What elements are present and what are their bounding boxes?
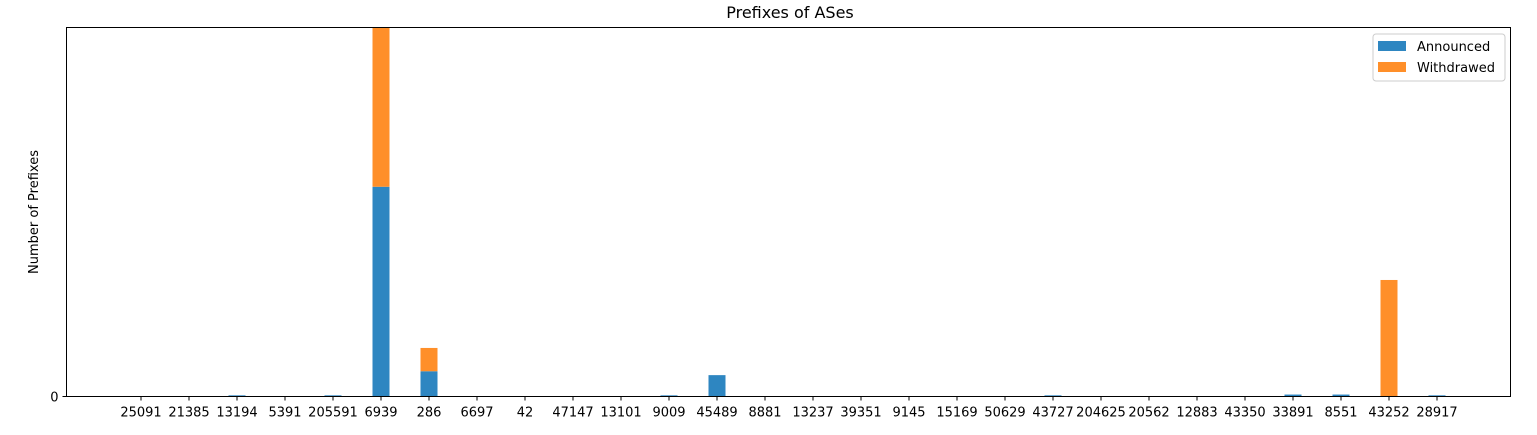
x-tick-label: 33891 xyxy=(1272,406,1313,421)
y-tick-label: 0 xyxy=(50,391,58,406)
bar-announced-13194 xyxy=(228,395,246,397)
y-axis-label: Number of Prefixes xyxy=(27,150,42,274)
plot-frame xyxy=(66,27,1511,397)
x-tick-label: 15169 xyxy=(936,406,977,421)
x-tick-label: 47147 xyxy=(552,406,593,421)
x-tick-label: 9009 xyxy=(652,406,685,421)
bar-announced-6939 xyxy=(372,186,390,397)
x-tick-label: 21385 xyxy=(168,406,209,421)
bar-announced-43727 xyxy=(1044,395,1062,397)
bar-withdrawed-43252 xyxy=(1380,279,1398,397)
x-tick-label: 8551 xyxy=(1324,406,1357,421)
x-tick-label: 204625 xyxy=(1076,406,1126,421)
x-tick-label: 13194 xyxy=(216,406,257,421)
chart-title: Prefixes of ASes xyxy=(726,3,854,22)
x-tick-label: 42 xyxy=(517,406,534,421)
x-axis-ticks: 25091 21385 13194 5391 205591 6939 286 6697 42 47… xyxy=(120,396,1458,421)
legend-label-announced: Announced xyxy=(1417,40,1490,55)
x-tick-label: 5391 xyxy=(268,406,301,421)
x-tick-label: 12883 xyxy=(1176,406,1217,421)
legend-swatch-announced xyxy=(1378,41,1406,51)
bar-withdrawed-286 xyxy=(420,347,438,372)
bar-announced-8551 xyxy=(1332,394,1350,397)
x-tick-label: 6939 xyxy=(364,406,397,421)
x-tick-label: 50629 xyxy=(984,406,1025,421)
legend-swatch-withdrawed xyxy=(1378,62,1406,72)
y-axis-ticks: 0 xyxy=(50,391,67,406)
x-tick-label: 28917 xyxy=(1416,406,1457,421)
bar-announced-28917 xyxy=(1428,395,1446,397)
x-tick-label: 20562 xyxy=(1128,406,1169,421)
bar-announced-9009 xyxy=(660,395,678,397)
bar-announced-33891 xyxy=(1284,394,1302,397)
bars-group xyxy=(228,27,1446,397)
x-tick-label: 8881 xyxy=(748,406,781,421)
x-tick-label: 205591 xyxy=(308,406,358,421)
x-tick-label: 43350 xyxy=(1224,406,1265,421)
x-tick-label: 43727 xyxy=(1032,406,1073,421)
bar-announced-45489 xyxy=(708,375,726,397)
x-tick-label: 45489 xyxy=(696,406,737,421)
x-tick-label: 13237 xyxy=(792,406,833,421)
x-tick-label: 25091 xyxy=(120,406,161,421)
x-tick-label: 286 xyxy=(417,406,442,421)
x-tick-label: 39351 xyxy=(840,406,881,421)
x-tick-label: 6697 xyxy=(460,406,493,421)
x-tick-label: 43252 xyxy=(1368,406,1409,421)
x-tick-label: 9145 xyxy=(892,406,925,421)
bar-announced-205591 xyxy=(324,395,342,397)
legend: Announced Withdrawed xyxy=(1372,33,1506,82)
bar-announced-286 xyxy=(420,371,438,397)
x-tick-label: 13101 xyxy=(600,406,641,421)
bar-withdrawed-6939 xyxy=(372,27,390,187)
legend-label-withdrawed: Withdrawed xyxy=(1417,61,1495,76)
